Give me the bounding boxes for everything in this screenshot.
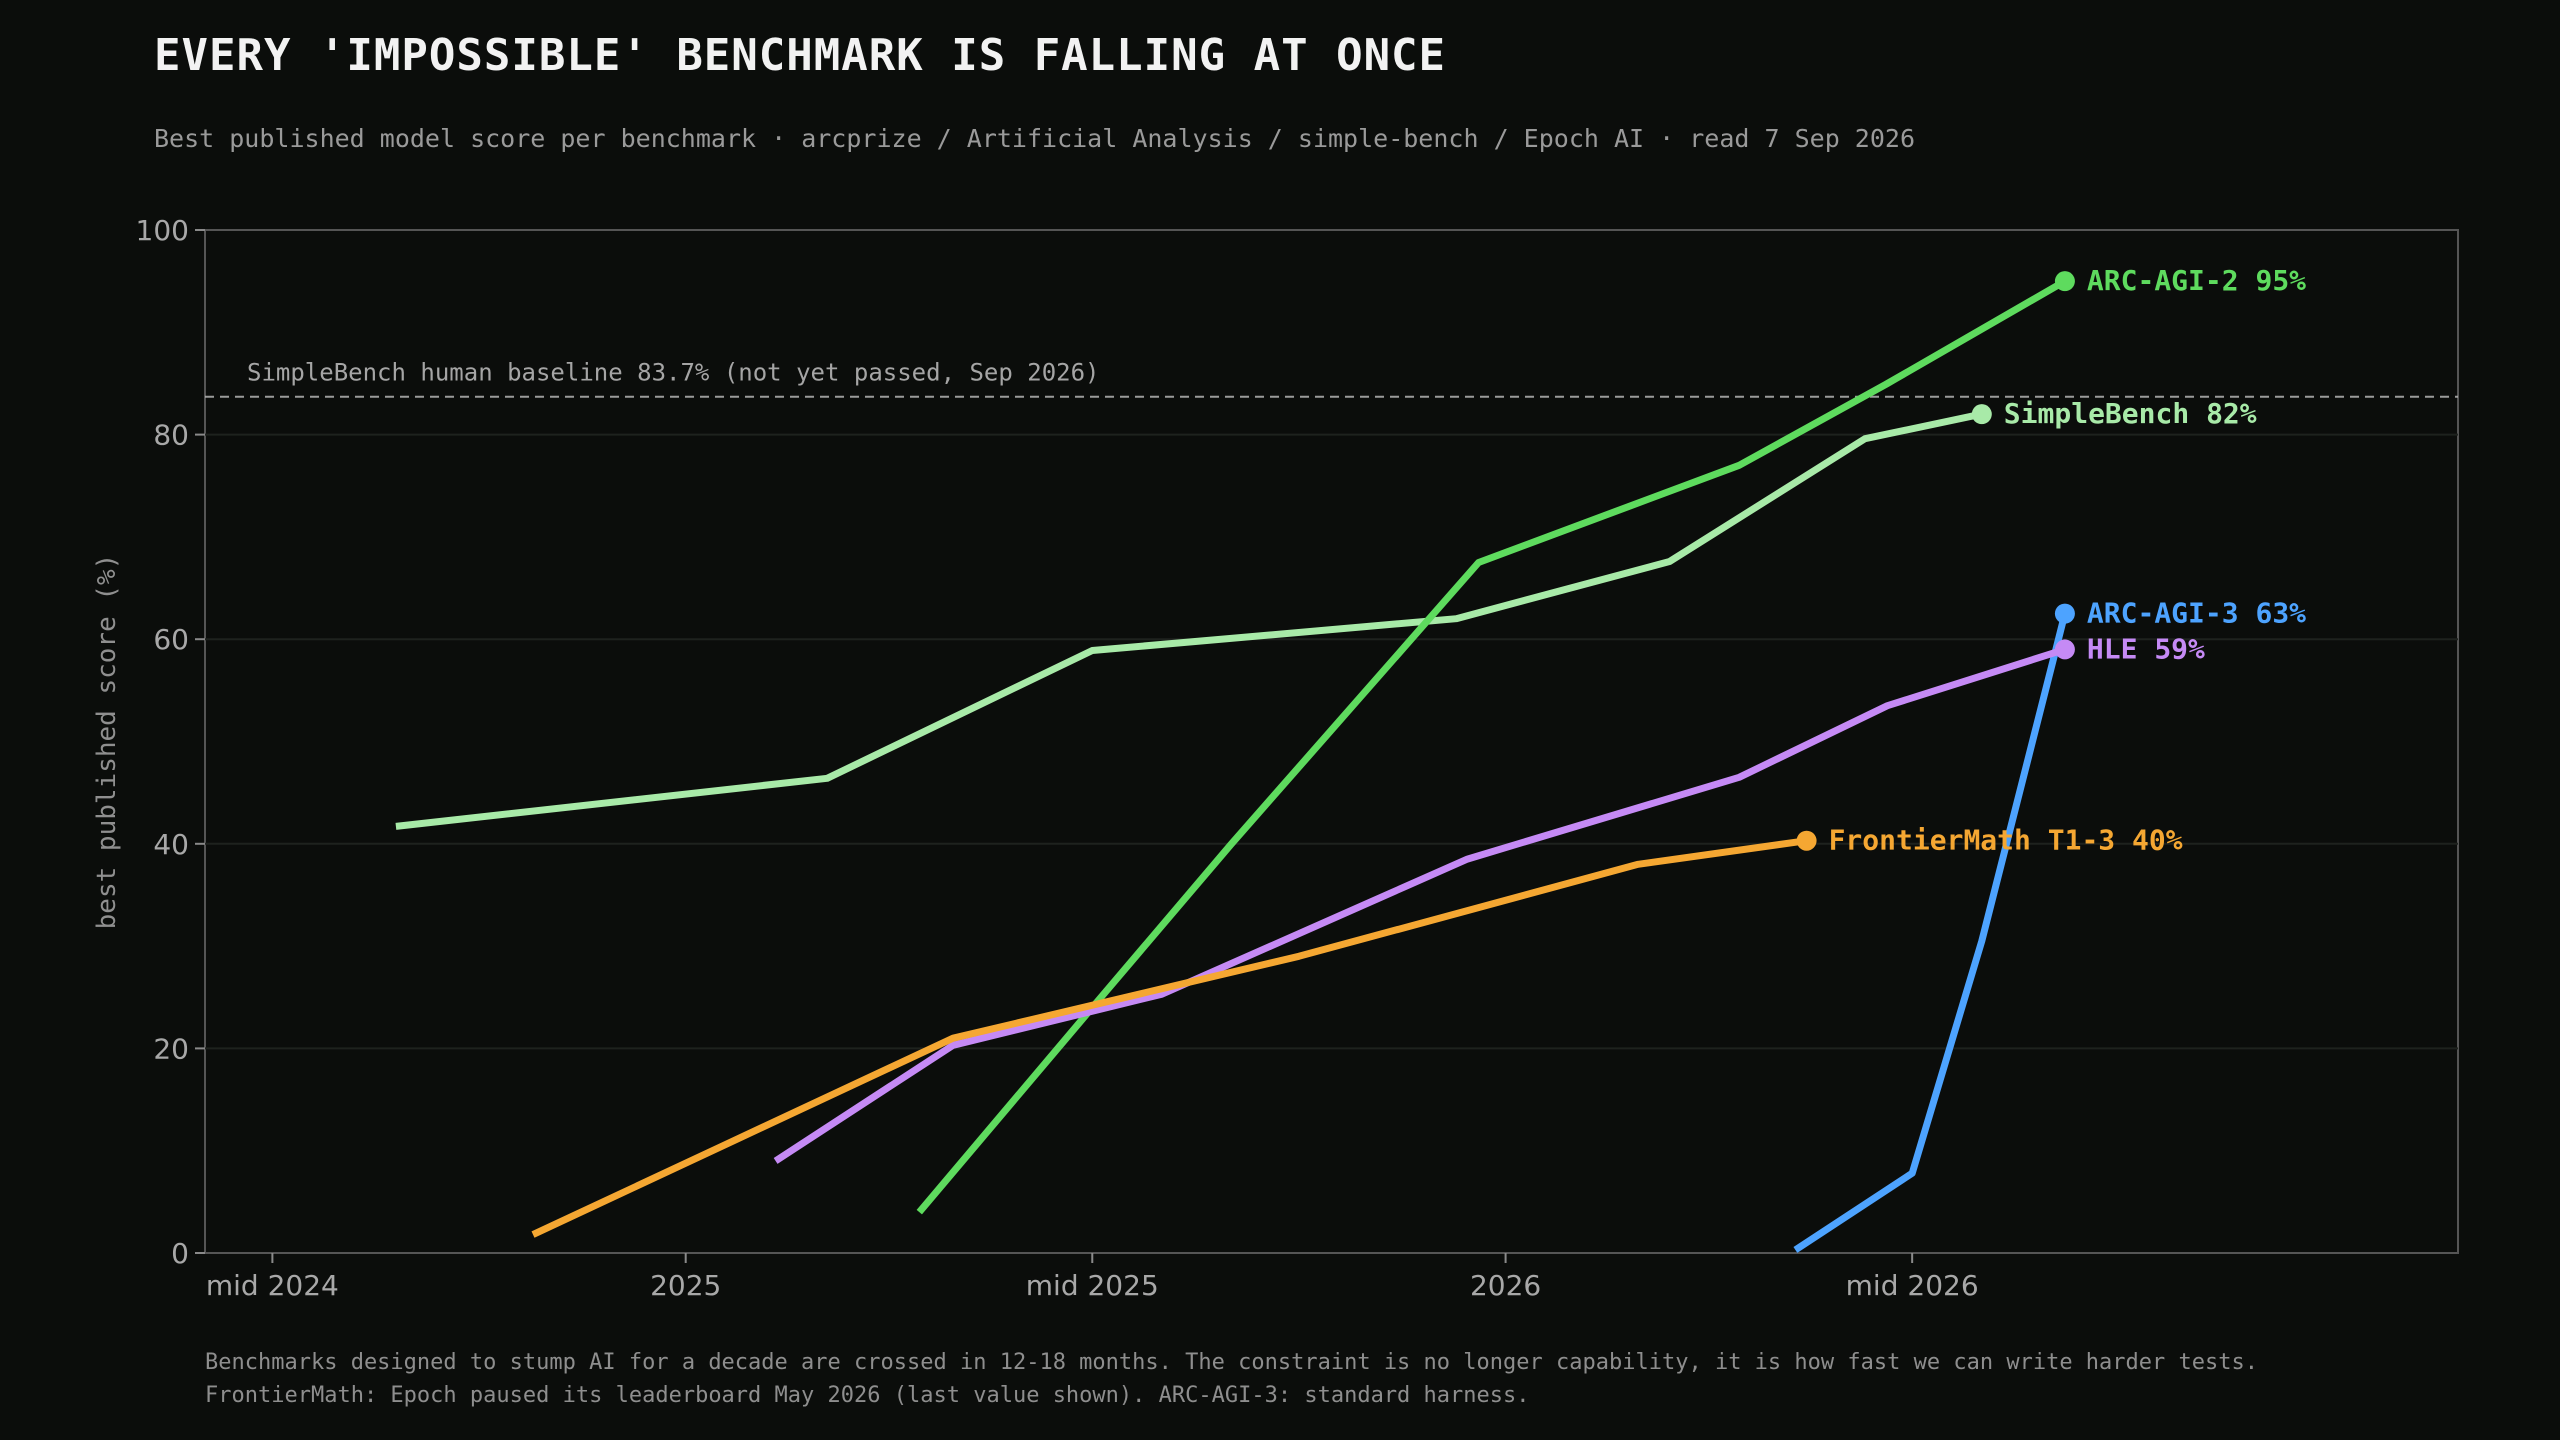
series-line-4: [531, 837, 1808, 1238]
series-end-label-2: ARC-AGI-3 63%: [2087, 597, 2306, 630]
series-line-3: [773, 646, 2066, 1164]
series-end-marker-3: [2054, 639, 2075, 660]
series-end-label-0: SimpleBench 82%: [2004, 397, 2257, 430]
x-tick-label: mid 2024: [206, 1269, 339, 1302]
series-layer: SimpleBench 82% ARC-AGI-2 95% ARC-AGI-3 63…: [395, 264, 2306, 1253]
series-end-marker-1: [2054, 271, 2075, 292]
axis-layer: 0 20 40 60 80 100 mid 2024 2025 mid 2025 2026 mid …: [92, 214, 1979, 1302]
series-end-label-1: ARC-AGI-2 95%: [2087, 264, 2306, 297]
footnote-line-1: Benchmarks designed to stump AI for a de…: [205, 1350, 2258, 1375]
y-tick-label: 40: [153, 828, 189, 861]
footnote-line-2: FrontierMath: Epoch paused its leaderboa…: [205, 1383, 1530, 1408]
chart-title: EVERY 'IMPOSSIBLE' BENCHMARK IS FALLING …: [154, 30, 1447, 81]
y-tick-label: 80: [153, 419, 189, 452]
series-end-marker-0: [1971, 404, 1992, 425]
grid-layer: [204, 229, 2459, 1254]
x-tick-label: mid 2025: [1026, 1269, 1159, 1302]
y-tick-label: 20: [153, 1032, 189, 1065]
series-end-label-3: HLE 59%: [2087, 632, 2205, 665]
series-line-2: [1793, 612, 2069, 1253]
reference-line-layer: SimpleBench human baseline 83.7% (not ye…: [205, 359, 2458, 398]
y-axis-label: best published score (%): [92, 554, 122, 930]
human-baseline-label: SimpleBench human baseline 83.7% (not ye…: [247, 359, 1100, 387]
plot-frame: [204, 229, 2459, 1254]
chart-subtitle: Best published model score per benchmark…: [154, 124, 1915, 153]
series-line-0: [395, 410, 1983, 830]
series-end-marker-2: [2054, 603, 2075, 624]
y-tick-label: 60: [153, 623, 189, 656]
y-tick-label: 100: [136, 214, 189, 247]
y-tick-label: 0: [171, 1237, 189, 1270]
x-tick-label: mid 2026: [1846, 1269, 1979, 1302]
series-end-marker-4: [1796, 830, 1817, 851]
x-tick-label: 2025: [650, 1269, 721, 1302]
series-end-label-4: FrontierMath T1-3 40%: [1829, 824, 2183, 857]
x-tick-label: 2026: [1470, 1269, 1541, 1302]
